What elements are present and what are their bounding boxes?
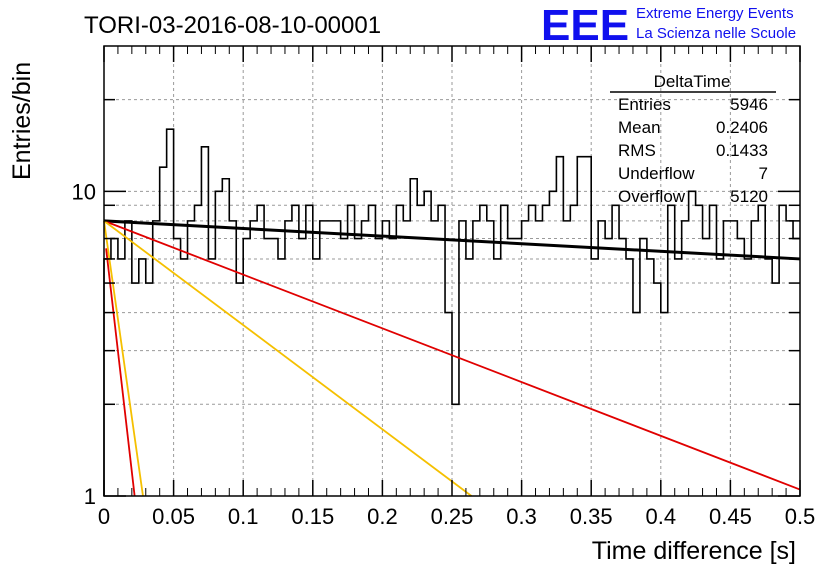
stats-value-overflow: 5120: [730, 187, 768, 206]
stats-label-entries: Entries: [618, 95, 671, 114]
stats-label-overflow: Overflow: [618, 187, 686, 206]
x-tick-label: 0: [98, 504, 110, 529]
stats-value-underflow: 7: [759, 164, 768, 183]
fit-line-2: [103, 220, 801, 491]
x-tick-label: 0.4: [646, 504, 677, 529]
stats-title: DeltaTime: [654, 72, 731, 91]
x-tick-label: 0.35: [570, 504, 613, 529]
grid-lines: [104, 46, 800, 496]
x-tick-label: 0.1: [228, 504, 259, 529]
y-axis-label: Entries/bin: [8, 62, 36, 180]
y-tick-label: 10: [72, 179, 96, 204]
fit-line-4: [103, 220, 144, 497]
stats-value-rms: 0.1433: [716, 141, 768, 160]
logo-line-1: Extreme Energy Events: [636, 5, 794, 22]
stats-label-mean: Mean: [618, 118, 661, 137]
logo-mark: EEE: [541, 1, 629, 50]
eee-logo: EEE Extreme Energy Events La Scienza nel…: [541, 1, 796, 50]
logo-line-2: La Scienza nelle Scuole: [636, 25, 796, 42]
chart-title: TORI-03-2016-08-10-00001: [84, 12, 381, 39]
x-tick-label: 0.3: [506, 504, 537, 529]
axes: 0 0.05 0.1 0.15 0.2 0.25 0.3 0.35 0.4 0.45 0.5 1 10: [72, 46, 816, 529]
x-tick-label: 0.15: [291, 504, 334, 529]
x-tick-label: 0.25: [431, 504, 474, 529]
x-tick-label: 0.45: [709, 504, 752, 529]
x-axis-label: Time difference [s]: [592, 537, 796, 565]
histogram-deltatime: [103, 128, 800, 496]
x-tick-label: 0.05: [152, 504, 195, 529]
fit-line-1: [103, 219, 801, 261]
stats-label-rms: RMS: [618, 141, 656, 160]
fit-lines: [103, 219, 801, 497]
stats-label-underflow: Underflow: [618, 164, 695, 183]
fit-line-5: [105, 248, 136, 497]
fit-line-3: [103, 220, 473, 497]
stats-value-mean: 0.2406: [716, 118, 768, 137]
stats-box: DeltaTime Entries 5946 Mean 0.2406 RMS 0…: [610, 72, 776, 206]
x-tick-label: 0.2: [367, 504, 398, 529]
x-tick-label: 0.5: [785, 504, 816, 529]
stats-value-entries: 5946: [730, 95, 768, 114]
y-tick-label: 1: [84, 484, 96, 509]
